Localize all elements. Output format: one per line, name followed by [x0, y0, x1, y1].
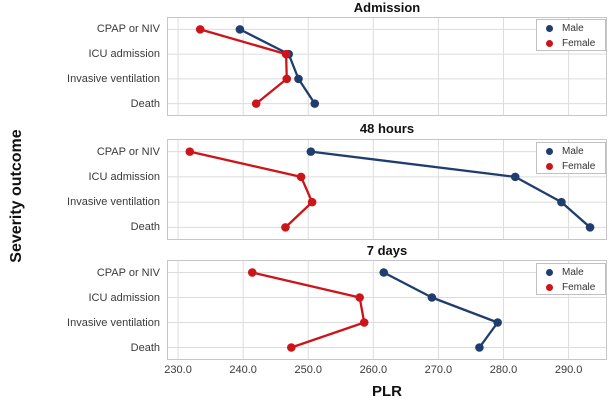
x-tick-label: 230.0 — [164, 364, 192, 376]
legend-label-female: Female — [562, 282, 596, 293]
legend-label-male: Male — [562, 146, 584, 157]
x-tick-label: 290.0 — [554, 364, 583, 376]
female-series-line — [199, 28, 288, 105]
admission-plot — [167, 17, 607, 116]
7-days-plot — [167, 260, 607, 360]
category-label: Invasive ventilation — [67, 73, 160, 85]
female-series-line — [189, 150, 314, 229]
category-label: CPAP or NIV — [96, 267, 160, 279]
female-legend-dot-icon — [546, 284, 553, 291]
category-label: Death — [130, 98, 160, 110]
legend-row-male: Male — [537, 22, 605, 35]
panel-title-7-days: 7 days — [366, 243, 408, 258]
legend-label-female: Female — [562, 38, 596, 49]
x-tick-label: 250.0 — [294, 364, 322, 376]
category-label: Death — [130, 342, 160, 354]
female-data-point — [281, 223, 290, 232]
category-label: Invasive ventilation — [67, 196, 160, 208]
male-data-point — [510, 172, 520, 182]
male-legend-dot-icon — [546, 269, 553, 276]
male-data-point — [306, 147, 316, 156]
legend-row-female: Female — [537, 37, 605, 50]
category-label: Invasive ventilation — [67, 317, 160, 329]
x-tick-label: 260.0 — [359, 364, 388, 376]
female-data-point — [251, 99, 261, 108]
panel-border — [167, 139, 607, 240]
male-data-point — [493, 318, 502, 327]
female-data-point — [355, 293, 364, 302]
x-tick-label: 240.0 — [229, 364, 257, 376]
female-data-point — [287, 343, 296, 352]
male-data-point — [557, 197, 566, 207]
category-label: ICU admission — [88, 48, 160, 60]
legend-48-hours: Male Female — [536, 142, 606, 174]
x-tick-label: 280.0 — [489, 364, 518, 376]
panel-border — [167, 260, 607, 360]
legend-admission: Male Female — [536, 19, 606, 51]
female-data-point — [359, 318, 369, 327]
male-data-point — [475, 343, 484, 352]
male-data-point — [427, 293, 437, 302]
legend-row-female: Female — [537, 281, 605, 294]
legend-label-male: Male — [562, 23, 584, 34]
panel-title-admission: Admission — [353, 0, 421, 15]
male-legend-dot-icon — [546, 148, 553, 155]
male-data-point — [379, 268, 389, 277]
female-data-point — [195, 25, 205, 34]
male-legend-dot-icon — [546, 25, 553, 32]
legend-row-female: Female — [537, 160, 605, 173]
x-axis-title: PLR — [372, 383, 402, 400]
legend-7-days: Male Female — [536, 263, 606, 295]
female-series-line — [252, 271, 366, 349]
male-series-line — [239, 28, 316, 105]
male-data-point — [585, 223, 595, 232]
legend-label-female: Female — [562, 161, 596, 172]
female-data-point — [296, 172, 306, 182]
female-data-point — [307, 197, 317, 207]
category-label: Death — [130, 221, 160, 233]
legend-label-male: Male — [562, 267, 584, 278]
48-hours-plot — [167, 139, 607, 240]
category-label: ICU admission — [88, 292, 160, 304]
category-label: ICU admission — [88, 171, 160, 183]
category-label: CPAP or NIV — [96, 23, 160, 35]
x-tick-label: 270.0 — [424, 364, 453, 376]
female-data-point — [185, 147, 195, 156]
legend-row-male: Male — [537, 145, 605, 158]
female-legend-dot-icon — [546, 163, 553, 170]
male-series-line — [310, 150, 591, 229]
male-series-line — [383, 271, 499, 349]
panel-border — [167, 17, 607, 116]
female-data-point — [282, 74, 292, 84]
panel-title-48-hours: 48 hours — [359, 121, 415, 136]
female-data-point — [247, 268, 257, 277]
category-label: CPAP or NIV — [96, 146, 160, 158]
female-legend-dot-icon — [546, 40, 553, 47]
male-data-point — [235, 25, 245, 34]
female-data-point — [281, 49, 291, 59]
legend-row-male: Male — [537, 266, 605, 279]
male-data-point — [310, 99, 320, 108]
male-data-point — [294, 74, 303, 84]
